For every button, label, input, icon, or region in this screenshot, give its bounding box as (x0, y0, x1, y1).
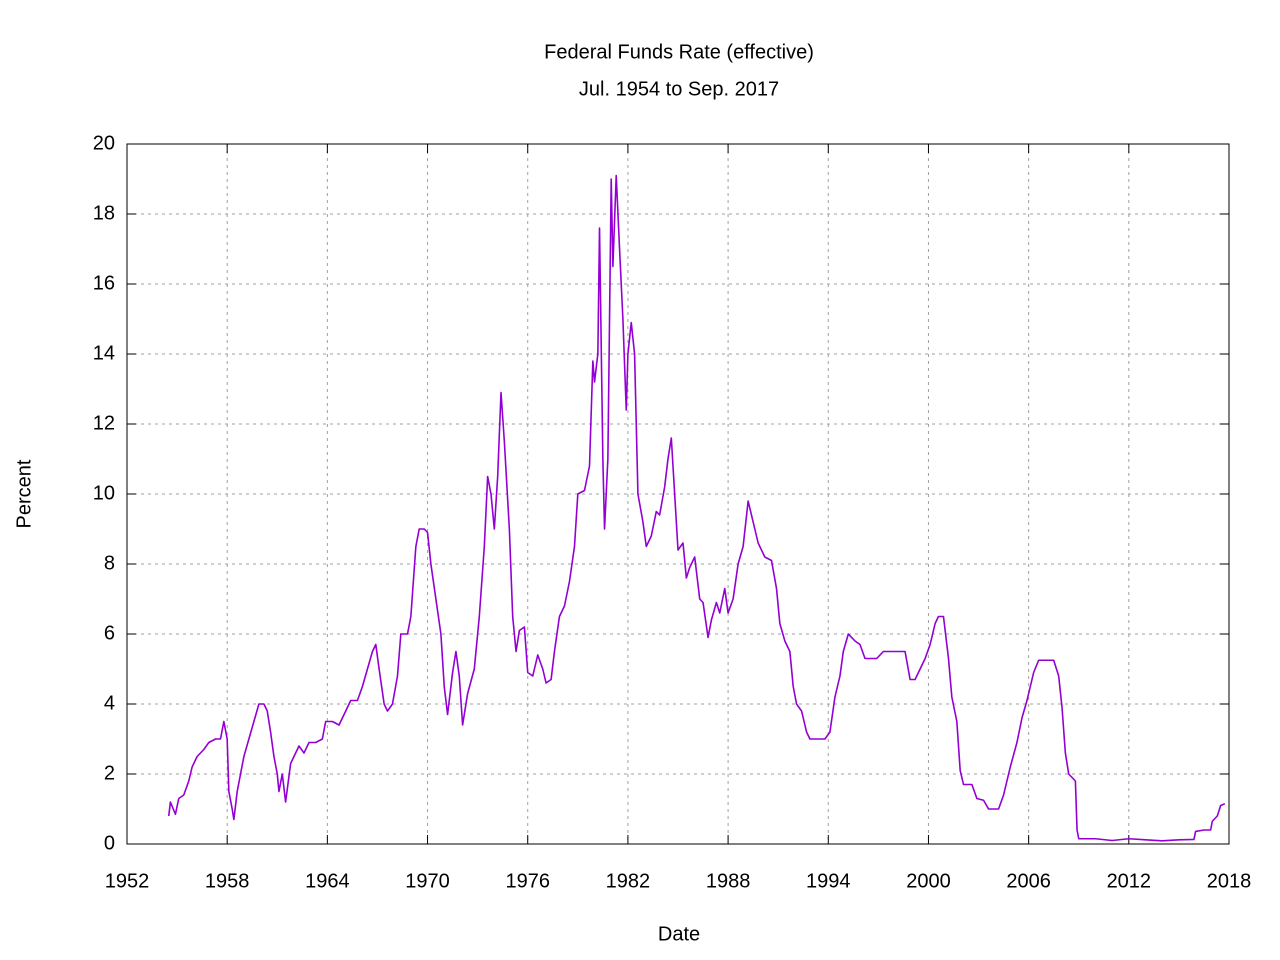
plot-frame (126, 143, 1230, 845)
y-tick-label: 4 (104, 692, 115, 714)
y-tick-label: 8 (104, 552, 115, 574)
x-tick-label: 2006 (1006, 870, 1051, 892)
x-tick-label: 1958 (205, 870, 250, 892)
x-tick-label: 1970 (405, 870, 450, 892)
chart-subtitle: Jul. 1954 to Sep. 2017 (579, 78, 779, 100)
x-tick-label: 2000 (906, 870, 951, 892)
chart-title: Federal Funds Rate (effective) (544, 41, 814, 63)
x-tick-label: 2012 (1107, 870, 1152, 892)
x-tick-label: 1952 (105, 870, 150, 892)
y-tick-label: 10 (93, 482, 115, 504)
y-tick-label: 18 (93, 202, 115, 224)
x-tick-label: 1964 (305, 870, 350, 892)
x-axis-label: Date (658, 923, 700, 945)
x-tick-label: 1976 (505, 870, 550, 892)
y-tick-label: 12 (93, 412, 115, 434)
y-tick-label: 14 (93, 342, 115, 364)
y-axis-label: Percent (13, 459, 35, 528)
y-tick-label: 6 (104, 622, 115, 644)
y-tick-label: 0 (104, 832, 115, 854)
x-tick-label: 1982 (606, 870, 651, 892)
y-tick-label: 20 (93, 132, 115, 154)
y-tick-label: 16 (93, 272, 115, 294)
x-tick-label: 2018 (1207, 870, 1252, 892)
x-tick-label: 1988 (706, 870, 751, 892)
x-tick-label: 1994 (806, 870, 851, 892)
y-tick-label: 2 (104, 762, 115, 784)
data-line (167, 174, 1226, 842)
